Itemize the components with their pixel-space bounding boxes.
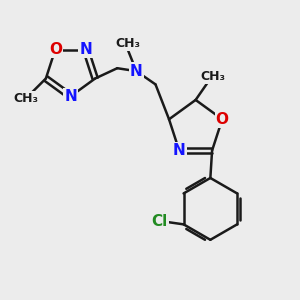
Text: N: N xyxy=(173,143,186,158)
Text: CH₃: CH₃ xyxy=(201,70,226,83)
Text: N: N xyxy=(64,89,77,104)
Text: Cl: Cl xyxy=(151,214,168,229)
Text: CH₃: CH₃ xyxy=(115,37,140,50)
Text: N: N xyxy=(80,42,92,57)
Text: N: N xyxy=(130,64,143,79)
Text: CH₃: CH₃ xyxy=(14,92,39,105)
Text: O: O xyxy=(49,42,62,57)
Text: O: O xyxy=(216,112,229,127)
